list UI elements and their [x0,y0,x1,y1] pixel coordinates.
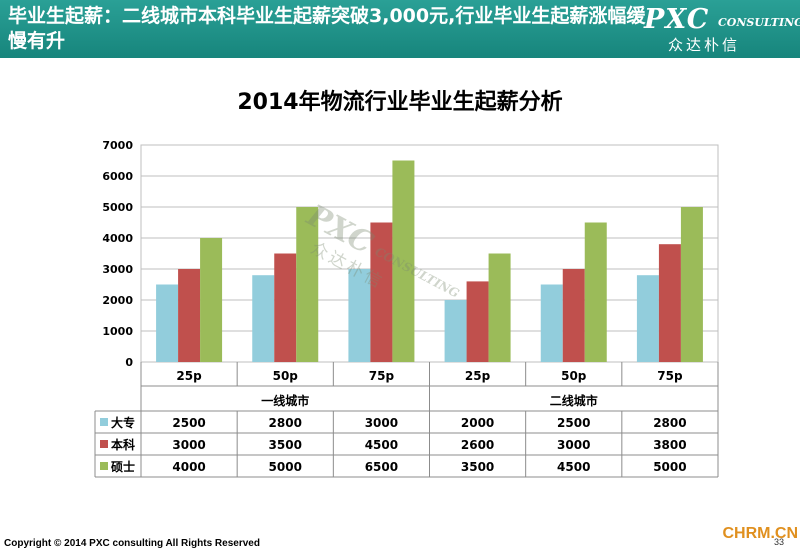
bar [156,284,179,362]
footer-copyright: Copyright © 2014 PXC consulting All Righ… [4,538,260,549]
x-group-label: 一线城市 [261,393,309,408]
logo-cn: 众达朴信 [668,36,741,54]
x-group-label: 二线城市 [550,393,598,408]
bar [252,275,275,362]
data-table-value: 3000 [365,416,398,430]
bar [636,275,659,362]
bar [540,284,563,362]
x-category-label: 50p [561,369,587,383]
legend-label: 硕士 [111,459,135,474]
y-tick-label: 4000 [102,232,133,245]
bar [562,269,585,362]
bar [200,238,223,362]
bar [348,269,371,362]
bar [584,222,607,362]
logo-sub: CONSULTING [718,16,800,29]
bar [466,281,489,362]
data-table-value: 5000 [269,460,302,474]
legend-label: 本科 [111,437,135,452]
logo-main: PXC [644,4,710,35]
legend-label: 大专 [111,415,135,430]
data-table-value: 2600 [461,438,494,452]
x-category-label: 50p [273,369,299,383]
data-table-value: 3500 [461,460,494,474]
data-table-value: 3000 [172,438,205,452]
bar [444,300,467,362]
bar [658,244,681,362]
x-category-label: 25p [465,369,491,383]
data-table-value: 2800 [269,416,302,430]
bar [296,207,319,362]
data-table-value: 2800 [653,416,686,430]
data-table-value: 4500 [365,438,398,452]
x-category-label: 75p [369,369,395,383]
legend-key [100,418,108,426]
y-tick-label: 0 [125,356,133,369]
chart-title: 2014年物流行业毕业生起薪分析 [237,90,563,115]
page-number: 33 [774,537,785,547]
header-bar: 毕业生起薪：二线城市本科毕业生起薪突破3,000元,行业毕业生起薪涨幅缓慢有升 … [0,0,800,58]
data-table-value: 3000 [557,438,590,452]
y-tick-label: 5000 [102,201,133,214]
x-category-label: 75p [657,369,683,383]
y-tick-label: 7000 [102,139,133,152]
site-watermark: CHRM.CN [722,525,798,542]
y-tick-label: 2000 [102,294,133,307]
legend-key [100,462,108,470]
y-tick-label: 1000 [102,325,133,338]
data-table-value: 4500 [557,460,590,474]
data-table-value: 3800 [653,438,686,452]
bar [178,269,201,362]
bar [488,253,511,362]
bar [370,222,393,362]
data-table-value: 2500 [172,416,205,430]
data-table-value: 3500 [269,438,302,452]
bar [274,253,297,362]
x-category-label: 25p [176,369,202,383]
page-title: 毕业生起薪：二线城市本科毕业生起薪突破3,000元,行业毕业生起薪涨幅缓慢有升 [8,5,646,52]
y-tick-label: 3000 [102,263,133,276]
bar [680,207,703,362]
bar [392,160,415,362]
data-table-value: 5000 [653,460,686,474]
data-table-value: 6500 [365,460,398,474]
data-table-value: 2000 [461,416,494,430]
plot-area [140,144,719,363]
legend-key [100,440,108,448]
pxc-logo: PXC CONSULTING 众达朴信 [644,4,800,56]
data-table-value: 4000 [172,460,205,474]
y-tick-label: 6000 [102,170,133,183]
data-table-value: 2500 [557,416,590,430]
